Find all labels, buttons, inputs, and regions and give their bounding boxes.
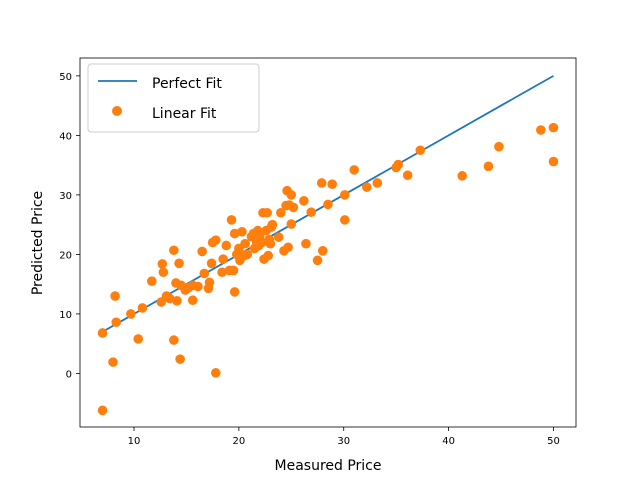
y-tick-label: 20 <box>59 250 72 261</box>
linear-fit-point <box>483 161 494 172</box>
linear-fit-point <box>267 219 278 230</box>
y-axis: 0 10 20 30 40 50 <box>59 72 80 380</box>
x-axis: 10 20 30 40 50 <box>128 427 560 447</box>
y-axis-title: Predicted Price <box>30 191 46 295</box>
linear-fit-point <box>169 245 179 256</box>
linear-fit-point <box>306 207 317 217</box>
linear-fit-point <box>299 196 309 206</box>
linear-fit-point <box>263 250 274 261</box>
linear-fit-point <box>193 281 203 292</box>
linear-fit-point <box>276 207 286 218</box>
linear-fit-point <box>126 309 136 319</box>
linear-fit-point <box>548 122 559 133</box>
legend-label-linear-fit: Linear Fit <box>152 106 217 122</box>
linear-fit-point <box>157 259 168 269</box>
y-tick-label: 50 <box>59 72 72 83</box>
linear-fit-point <box>108 357 118 367</box>
linear-fit-point <box>349 165 360 175</box>
linear-fit-point <box>494 141 504 152</box>
y-tick-label: 10 <box>59 310 72 321</box>
linear-fit-point <box>372 178 383 188</box>
plot-frame <box>79 57 577 428</box>
linear-fit-point <box>362 182 372 192</box>
x-tick-label: 30 <box>337 436 350 447</box>
x-tick-label: 20 <box>232 436 245 447</box>
linear-fit-point <box>218 254 228 264</box>
linear-fit-point <box>187 295 198 306</box>
linear-fit-point <box>286 190 297 200</box>
linear-fit-point <box>240 238 250 249</box>
linear-fit-point <box>226 215 237 225</box>
linear-fit-point <box>174 258 184 269</box>
marks-layer <box>97 75 559 416</box>
linear-fit-point <box>211 368 221 378</box>
linear-fit-point <box>339 215 350 225</box>
linear-fit-point <box>228 265 239 276</box>
y-tick-label: 40 <box>59 131 72 142</box>
linear-fit-point <box>211 235 221 245</box>
linear-fit-point <box>110 291 120 301</box>
y-tick-label: 30 <box>59 191 72 202</box>
linear-fit-point <box>197 246 207 257</box>
linear-fit-point <box>237 226 247 237</box>
linear-fit-point <box>457 171 468 181</box>
linear-fit-point <box>257 237 267 248</box>
linear-fit-point <box>133 334 143 344</box>
linear-fit-point <box>164 293 175 304</box>
linear-fit-point <box>97 328 108 338</box>
legend-label-perfect-fit: Perfect Fit <box>152 76 222 92</box>
linear-fit-point <box>229 287 240 297</box>
linear-fit-point <box>265 238 276 249</box>
linear-fit-point <box>415 145 426 156</box>
linear-fit-point <box>283 242 293 253</box>
linear-fit-point <box>262 207 272 218</box>
linear-fit-point <box>316 178 327 188</box>
linear-fit-point <box>288 202 299 213</box>
linear-fit-point <box>172 296 182 306</box>
linear-fit-point <box>206 258 217 269</box>
legend: Perfect Fit Linear Fit <box>87 63 260 133</box>
linear-fit-point <box>327 179 337 189</box>
linear-fit-point <box>199 268 210 279</box>
linear-fit-point <box>317 246 328 256</box>
linear-fit-point <box>221 240 232 251</box>
linear-fit-point <box>339 190 350 200</box>
linear-fit-point <box>169 335 179 345</box>
linear-fit-point <box>229 228 240 239</box>
linear-fit-point <box>312 255 323 266</box>
linear-fit-point <box>175 354 185 364</box>
linear-fit-point <box>286 219 297 229</box>
linear-fit-point <box>301 238 311 249</box>
linear-fit-point <box>147 276 157 286</box>
linear-fit-point <box>548 156 559 167</box>
legend-marker-swatch <box>112 106 122 116</box>
linear-fit-point <box>273 232 284 242</box>
linear-fit-point <box>137 303 148 313</box>
linear-fit-point <box>158 267 169 278</box>
linear-fit-point <box>402 170 413 181</box>
x-tick-label: 40 <box>442 436 455 447</box>
linear-fit-point <box>97 405 108 416</box>
linear-fit-point <box>242 249 253 260</box>
linear-fit-point <box>393 159 404 170</box>
x-axis-title: Measured Price <box>275 458 382 474</box>
linear-fit-point <box>323 199 333 210</box>
y-tick-label: 0 <box>66 369 72 380</box>
linear-fit-point <box>204 277 215 288</box>
x-tick-label: 50 <box>547 436 560 447</box>
x-tick-label: 10 <box>128 436 141 447</box>
linear-fit-point <box>217 267 227 278</box>
linear-fit-point <box>111 317 121 328</box>
linear-fit-point <box>536 125 546 135</box>
